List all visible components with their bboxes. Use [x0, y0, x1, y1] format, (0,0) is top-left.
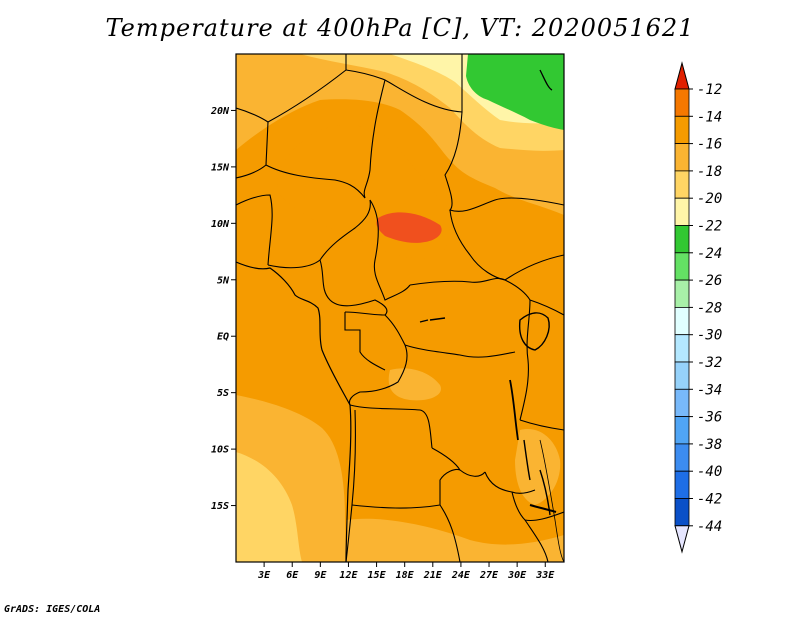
colorbar-label: -44: [697, 519, 722, 535]
field-congo-16: [388, 368, 441, 401]
lon-tick-label: 27E: [479, 570, 499, 581]
country-borders: [236, 54, 564, 562]
colorbar-swatch: [674, 388, 690, 417]
field-hotspot-12: [376, 212, 442, 243]
colorbar-label: -18: [697, 164, 722, 180]
colorbar-label: -16: [697, 137, 722, 153]
credit-label: GrADS: IGES/COLA: [4, 604, 101, 615]
colorbar-label: -12: [697, 82, 722, 98]
lon-tick-label: 30E: [507, 570, 527, 581]
lon-tick-label: 12E: [339, 570, 358, 581]
colorbar-label: -30: [697, 328, 722, 344]
temperature-field: [236, 54, 564, 562]
colorbar-swatch: [674, 443, 690, 472]
lon-tick-label: 24E: [451, 570, 471, 581]
lon-tick-label: 15E: [368, 570, 387, 581]
colorbar-label: -34: [697, 382, 722, 398]
colorbar-swatch: [674, 306, 690, 336]
field-sw-18: [236, 452, 302, 562]
colorbar-swatch: [674, 279, 690, 308]
lon-tick-label: 6E: [286, 570, 299, 581]
colorbar-label: -36: [697, 410, 722, 426]
colorbar-swatch: [674, 170, 690, 199]
colorbar-swatch: [674, 416, 690, 445]
colorbar-label: -38: [697, 437, 722, 453]
colorbar-over-triangle: [674, 61, 690, 90]
colorbar-under-triangle: [674, 525, 690, 554]
lon-tick-label: 3E: [257, 570, 271, 581]
map-title: Temperature at 400hPa [C], VT: 202005162…: [105, 14, 695, 42]
lat-tick-label: 10S: [211, 445, 229, 456]
colorbar-swatch: [674, 143, 690, 172]
colorbar-swatch: [674, 197, 690, 226]
coastline: [236, 261, 564, 562]
colorbar-label: -42: [697, 492, 722, 508]
lat-tick-label: 10N: [211, 219, 230, 230]
colorbar-swatch: [674, 361, 690, 390]
colorbar-swatch: [674, 470, 690, 499]
lat-tick-label: 5N: [217, 275, 230, 286]
colorbar-label: -14: [697, 109, 722, 125]
colorbar-swatch: [674, 88, 690, 117]
colorbar: -12 -14 -16 -18 -20 -22 -24 -26 -28 -30 -32 -34 -36 -…: [674, 61, 722, 554]
colorbar-label: -28: [697, 300, 722, 316]
colorbar-label: -20: [697, 191, 722, 207]
lon-tick-label: 21E: [423, 570, 443, 581]
colorbar-swatch: [674, 252, 690, 281]
lat-tick-label: EQ: [217, 332, 229, 343]
lat-tick-label: 20N: [210, 106, 230, 117]
latitude-axis: 20N 15N 10N 5N EQ 5S 10S 15S: [210, 106, 236, 512]
map-frame: [235, 53, 565, 563]
lakes: [419, 69, 557, 516]
lon-tick-label: 33E: [535, 570, 555, 581]
colorbar-label: -26: [697, 273, 722, 289]
field-ne-22: [466, 54, 564, 130]
colorbar-label: -22: [697, 219, 722, 235]
colorbar-label: -24: [697, 246, 722, 262]
colorbar-swatch: [674, 498, 690, 527]
longitude-axis: 3E 6E 9E 12E 15E 18E 21E 24E 27E 30E 33E: [257, 562, 555, 581]
colorbar-swatch: [674, 334, 690, 363]
colorbar-swatch: [674, 115, 690, 145]
colorbar-swatch: [674, 225, 690, 254]
lon-tick-label: 18E: [396, 570, 415, 581]
colorbar-label: -32: [697, 355, 722, 371]
colorbar-label: -40: [697, 464, 722, 480]
lat-tick-label: 15S: [211, 501, 229, 512]
lat-tick-label: 15N: [211, 162, 230, 173]
lat-tick-label: 5S: [217, 388, 229, 399]
lon-tick-label: 9E: [314, 570, 327, 581]
